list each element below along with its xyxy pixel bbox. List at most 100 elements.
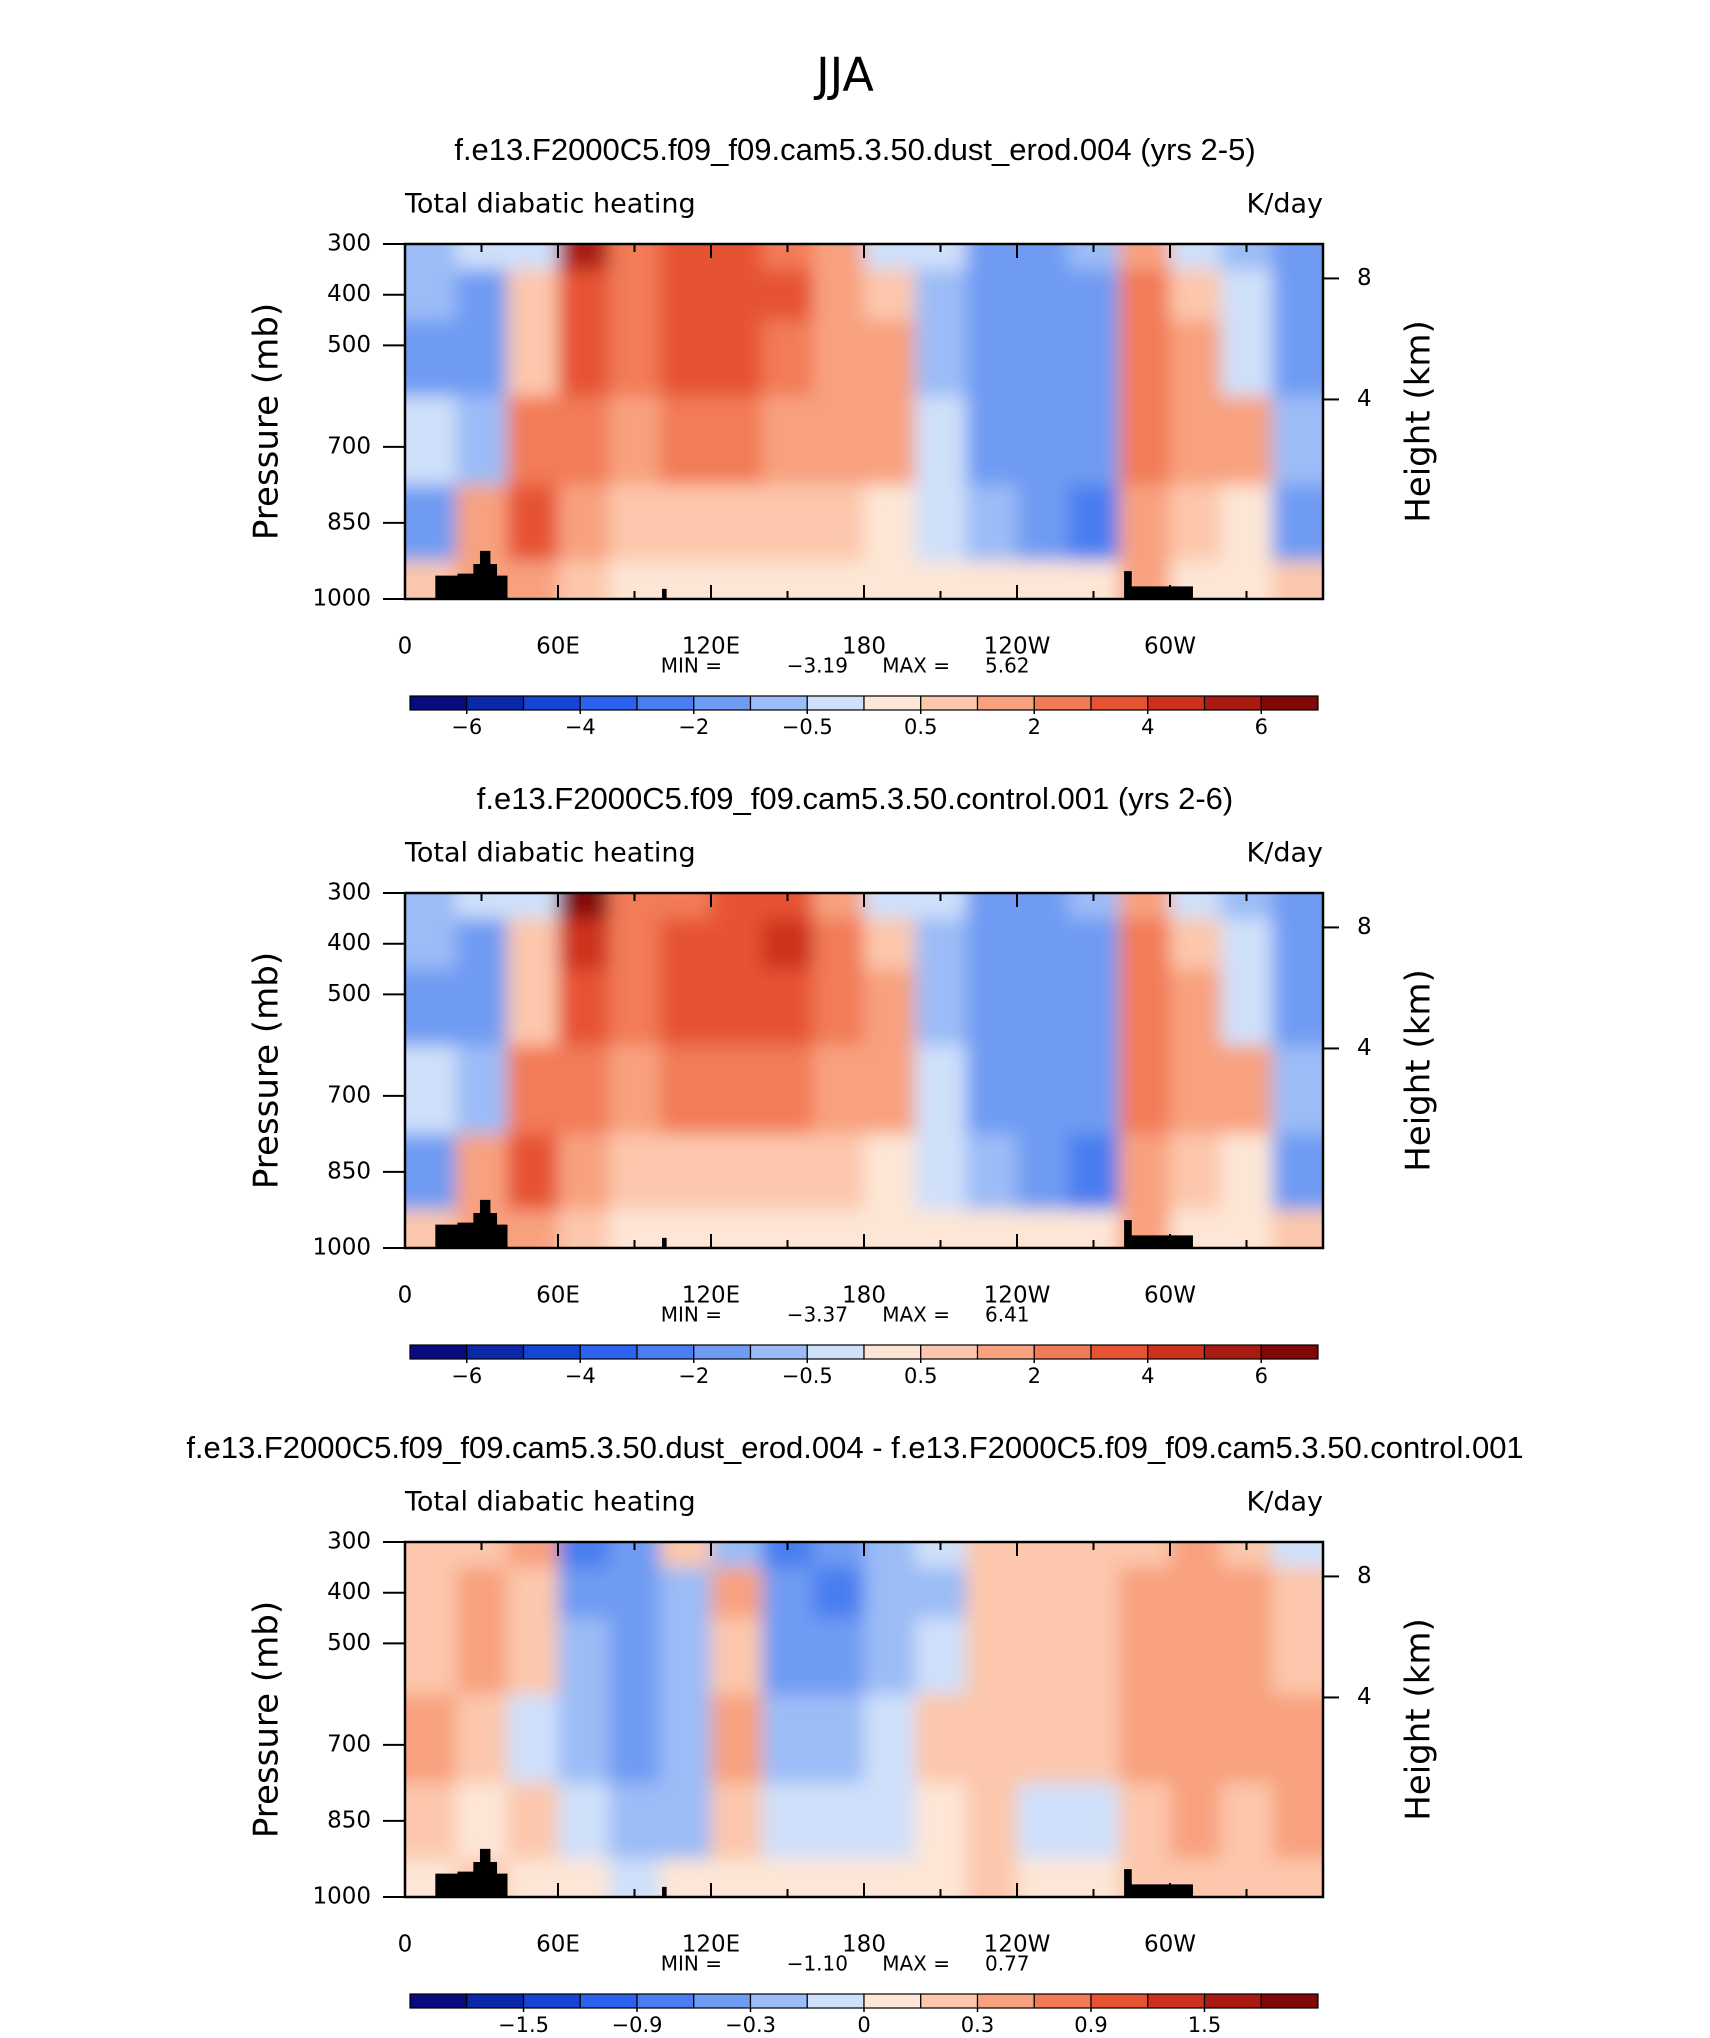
colorbar-box (522, 1344, 581, 1360)
field-cell (558, 1618, 610, 1695)
field-cell (660, 893, 712, 919)
field-cell (456, 1045, 508, 1135)
panel-title: f.e13.F2000C5.f09_f09.cam5.3.50.dust_ero… (454, 132, 1255, 167)
field-cell (813, 320, 865, 397)
colorbar-box (636, 695, 695, 711)
x-tick-label: 120W (984, 634, 1051, 660)
field-cell (1017, 1567, 1069, 1619)
field-cell (1119, 1782, 1171, 1860)
field-cell (405, 1542, 457, 1568)
field-cell (864, 396, 916, 486)
field-cell (915, 396, 967, 486)
field-cell (711, 269, 763, 321)
subtitle: Total diabatic heating (404, 1487, 696, 1518)
colorbar-tick-label: 0.5 (904, 1364, 937, 1388)
field-cell (1170, 969, 1222, 1046)
field-cell (507, 1858, 559, 1897)
field-cell (1017, 1618, 1069, 1695)
field-cell (1272, 1782, 1323, 1860)
field-cell (1272, 560, 1323, 599)
field-cell (405, 396, 457, 486)
colorbar-tick-label: −0.5 (782, 1364, 833, 1388)
field-cell (864, 1209, 916, 1248)
field-cell (507, 1133, 559, 1211)
min-value: −3.37 (787, 1303, 848, 1327)
field-cell (660, 484, 712, 562)
field (405, 244, 1323, 599)
field-cell (1221, 396, 1273, 486)
field-cell (507, 560, 559, 599)
field-cell (966, 484, 1018, 562)
y-tick-label: 850 (327, 1158, 371, 1184)
field-cell (1119, 1045, 1171, 1135)
field-cell (1119, 1694, 1171, 1784)
field-cell (864, 1694, 916, 1784)
field-cell (915, 969, 967, 1046)
field-cell (1221, 1133, 1273, 1211)
terrain (435, 1199, 508, 1248)
field-cell (507, 918, 559, 970)
field-cell (1221, 1694, 1273, 1784)
y-tick-label: 300 (327, 1529, 371, 1555)
field-cell (1221, 1618, 1273, 1695)
colorbar-box (1260, 695, 1319, 711)
field-cell (1068, 244, 1120, 270)
y-tick-label: 400 (327, 1579, 371, 1605)
field-cell (507, 969, 559, 1046)
field-cell (1170, 918, 1222, 970)
field-cell (813, 484, 865, 562)
field-cell (1119, 1618, 1171, 1695)
colorbar-tick-label: 1.5 (1188, 2013, 1221, 2037)
field-cell (1170, 484, 1222, 562)
field-cell (966, 560, 1018, 599)
field-cell (813, 918, 865, 970)
field-cell (609, 269, 661, 321)
field-cell (660, 969, 712, 1046)
field-cell (1119, 893, 1171, 919)
field-cell (609, 1782, 661, 1860)
y-tick-label: 1000 (312, 1884, 371, 1910)
field-cell (558, 320, 610, 397)
field-cell (1221, 1045, 1273, 1135)
colorbar-box (920, 695, 979, 711)
field-cell (405, 918, 457, 970)
field-cell (864, 320, 916, 397)
field-cell (762, 1694, 814, 1784)
field-blur (405, 1542, 1323, 1897)
field-cell (1017, 918, 1069, 970)
x-tick-label: 60W (1144, 1283, 1196, 1309)
y2-tick-label: 8 (1357, 1563, 1372, 1589)
y2-tick-label: 4 (1357, 1684, 1372, 1710)
panel-title: f.e13.F2000C5.f09_f09.cam5.3.50.control.… (477, 781, 1234, 816)
field-cell (1068, 918, 1120, 970)
subtitle: Total diabatic heating (404, 838, 696, 869)
field-cell (660, 1045, 712, 1135)
field-cell (711, 1858, 763, 1897)
field-cell (1119, 1567, 1171, 1619)
field-cell (1017, 244, 1069, 270)
field-cell (966, 969, 1018, 1046)
field-cell (405, 269, 457, 321)
field-cell (1017, 1045, 1069, 1135)
field-cell (915, 1782, 967, 1860)
colorbar-box (806, 1993, 865, 2009)
field-cell (1017, 1133, 1069, 1211)
field-cell (813, 1567, 865, 1619)
field-cell (1119, 918, 1171, 970)
colorbar-tick-label: −4 (565, 1364, 596, 1388)
terrain (662, 1886, 667, 1897)
field-cell (762, 1045, 814, 1135)
field-cell (762, 1542, 814, 1568)
field-cell (864, 1782, 916, 1860)
field-cell (1119, 320, 1171, 397)
colorbar-box (1033, 695, 1092, 711)
field-cell (456, 918, 508, 970)
colorbar-box (636, 1993, 695, 2009)
y-tick-label: 500 (327, 1630, 371, 1656)
field-cell (915, 269, 967, 321)
field-cell (864, 1858, 916, 1897)
field-cell (711, 320, 763, 397)
field-cell (660, 918, 712, 970)
x-tick-label: 120E (682, 1283, 740, 1309)
field-cell (1017, 320, 1069, 397)
